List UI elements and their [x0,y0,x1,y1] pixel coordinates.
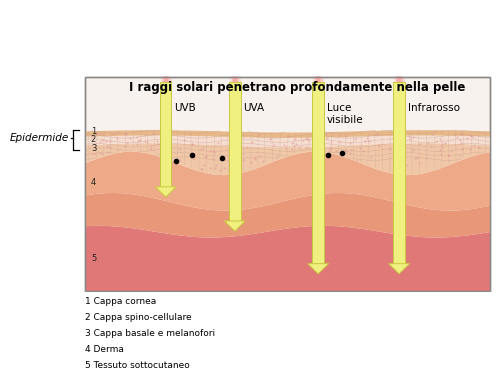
Text: 5 Tessuto sottocutaneo: 5 Tessuto sottocutaneo [85,361,189,368]
FancyBboxPatch shape [160,82,171,187]
Text: 4: 4 [91,178,96,187]
Text: Luce
visibile: Luce visibile [327,103,363,125]
Text: I raggi solari penetrano profondamente nella pelle: I raggi solari penetrano profondamente n… [129,81,465,93]
FancyBboxPatch shape [393,82,405,263]
Bar [85,78,489,291]
Polygon shape [308,263,329,274]
FancyBboxPatch shape [85,78,489,291]
Text: Epidermide: Epidermide [10,133,69,143]
Text: Infrarosso: Infrarosso [408,103,460,113]
Text: 3: 3 [91,145,96,153]
Text: UVB: UVB [174,103,196,113]
Text: 4 Derma: 4 Derma [85,345,124,354]
Text: 2: 2 [91,135,96,144]
Text: 1 Cappa cornea: 1 Cappa cornea [85,297,156,306]
Text: 5: 5 [91,254,96,263]
Text: 3 Cappa basale e melanofori: 3 Cappa basale e melanofori [85,329,215,338]
Text: 1: 1 [91,127,96,137]
Polygon shape [389,263,410,274]
FancyBboxPatch shape [313,82,324,263]
Text: 2 Cappa spino-cellulare: 2 Cappa spino-cellulare [85,313,191,322]
Text: UVA: UVA [243,103,265,113]
Polygon shape [155,187,176,197]
Polygon shape [224,221,245,231]
FancyBboxPatch shape [229,82,240,221]
